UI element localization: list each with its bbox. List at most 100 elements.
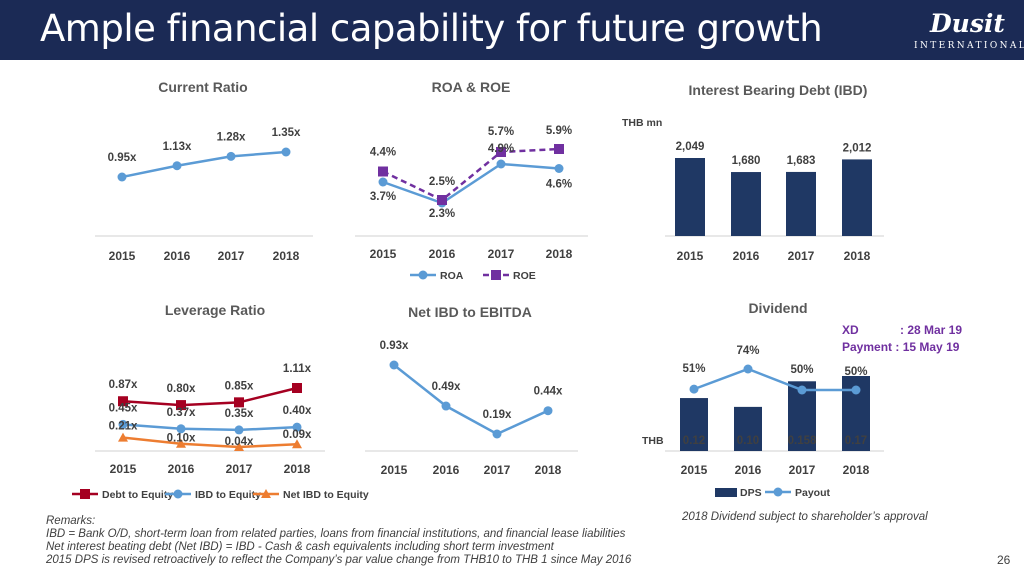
legend-roa-label: ROA [440,270,464,282]
ibd-to-equity-series-line [122,423,298,432]
legend-payout-swatch-marker [773,487,783,497]
debt-to-equity-series-point-3 [292,383,302,393]
page-number: 26 [997,553,1011,567]
xd-label: XD [842,323,859,337]
remarks-net-ibd: Net interest beating debt (Net IBD) = IB… [46,541,554,553]
ibd-title: Interest Bearing Debt (IBD) [689,82,868,98]
net-ibd-to-equity-series-point-1 [176,438,186,448]
ibd-to-equity-label-0: 0.45x [109,402,138,414]
net-ibd-ebitda-tick-2018: 2018 [535,463,562,477]
payout-series-point-2 [797,385,807,395]
net-ibd-ebitda-series-point-1 [441,401,451,411]
ibd-to-equity-series-point-1 [176,424,186,434]
page-title: Ample financial capability for future gr… [40,7,823,50]
roa-roe-tick-2015: 2015 [370,247,397,261]
debt-to-equity-series-point-2 [234,397,244,408]
net-ibd-to-equity-series-point-3 [292,439,302,449]
xd-value: : 28 Mar 19 [900,323,963,337]
net-ibd-ebitda-tick-2017: 2017 [484,463,511,477]
roa-series-line [382,162,560,205]
legend-ibd-to-equity-label: IBD to Equity [195,489,261,501]
payout-series-point-1 [743,364,753,374]
header-bar: Ample financial capability for future gr… [0,0,1024,60]
ibd-to-equity-series-point-2 [234,425,244,435]
roa-label-3: 4.6% [546,179,572,191]
net-ibd-to-equity-series-point-2 [234,442,244,451]
roe-series-point-3 [554,144,564,154]
roa-series-point-3 [554,164,564,173]
dividend-tick-2018: 2018 [843,463,870,477]
debt-to-equity-series-point-1 [176,400,186,411]
debt-to-equity-label-0: 0.87x [109,379,138,391]
dps-label-1: 0.10 [737,435,759,447]
payment-value: : 15 May 19 [895,340,960,354]
leverage-title: Leverage Ratio [165,302,265,318]
payout-series-point-3 [851,385,861,395]
dividend-title: Dividend [748,300,807,316]
dividend-unit: THB [642,435,664,447]
dps-label-0: 0.12 [683,435,705,447]
roa-label-0: 3.7% [370,191,396,203]
ibd-unit: THB mn [622,117,662,129]
roa-series-point-2 [496,159,506,169]
net-ibd-ebitda-title: Net IBD to EBITDA [408,304,532,320]
legend-net-ibd-to-equity-swatch-marker [261,489,271,498]
payout-label-0: 51% [682,363,705,375]
net-ibd-ebitda-label-0: 0.93x [380,340,409,352]
ibd-bar-1 [731,172,761,236]
net-ibd-to-equity-series-line [122,436,298,449]
remarks: Remarks: IBD = Bank O/D, short-term loan… [46,515,631,567]
payout-label-1: 74% [736,345,759,357]
payout-label-3: 50% [844,366,867,378]
ibd-bar-0 [675,158,705,236]
legend-debt-to-equity-swatch-marker [80,489,90,499]
net-ibd-ebitda-tick-2016: 2016 [433,463,460,477]
ibd-tick-2016: 2016 [733,249,760,263]
roe-label-2: 5.7% [488,126,514,138]
leverage-tick-2017: 2017 [226,462,253,476]
debt-to-equity-label-2: 0.85x [225,380,254,392]
net-ibd-ebitda-series-line [393,364,549,436]
company-logo-subtitle: INTERNATIONAL [914,41,1024,51]
ibd-bar-3 [842,159,872,236]
debt-to-equity-series-point-0 [118,396,128,407]
net-ibd-to-equity-label-3: 0.09x [283,429,312,441]
ibd-to-equity-label-3: 0.40x [283,405,312,417]
roa-series-point-0 [378,177,388,187]
current-ratio-label-3: 1.35x [272,127,301,139]
payment-label: Payment [842,340,893,354]
payout-series-line [693,367,856,392]
leverage-tick-2015: 2015 [110,462,137,476]
dps-bar-0 [680,398,708,451]
dividend-dates: XD : 28 Mar 19 Payment : 15 May 19 [842,322,962,356]
net-ibd-ebitda-series-point-2 [492,429,502,439]
roa-label-2: 4.9% [488,143,514,155]
dividend-tick-2015: 2015 [681,463,708,477]
ibd-label-0: 2,049 [676,141,705,153]
debt-to-equity-label-1: 0.80x [167,383,196,395]
leverage-tick-2016: 2016 [168,462,195,476]
net-ibd-to-equity-series-point-0 [118,432,128,442]
remarks-heading: Remarks: [46,515,96,527]
net-ibd-ebitda-series-point-3 [543,406,553,416]
legend-payout-label: Payout [795,487,831,499]
net-ibd-ebitda-label-1: 0.49x [432,381,461,393]
payout-label-2: 50% [790,364,813,376]
payout-series-point-0 [689,384,699,394]
net-ibd-ebitda-label-2: 0.19x [483,409,512,421]
current-ratio-series-point-0 [117,172,127,182]
leverage-tick-2018: 2018 [284,462,311,476]
current-ratio-label-2: 1.28x [217,131,246,143]
net-ibd-ebitda-series-point-0 [389,360,399,370]
net-ibd-to-equity-label-0: 0.21x [109,421,138,433]
current-ratio-label-0: 0.95x [108,152,137,164]
legend-dps-swatch [715,488,737,497]
legend-dps-label: DPS [740,487,762,499]
roe-series-point-1 [437,195,447,205]
remarks-dps: 2015 DPS is revised retroactively to ref… [46,554,632,566]
roe-series-point-2 [496,147,506,157]
legend-roe-swatch-marker [491,270,501,280]
legend-roe-label: ROE [513,270,536,282]
dps-label-3: 0.17 [845,435,867,447]
